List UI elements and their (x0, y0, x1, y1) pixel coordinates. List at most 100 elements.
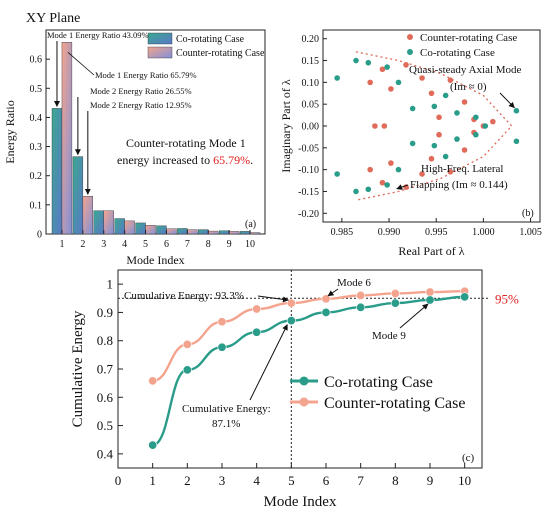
x-tick-label: 2 (80, 239, 85, 250)
bar-counter-rotating (124, 220, 135, 235)
point-counter-rotating (425, 287, 435, 297)
x-tick-label: 3 (101, 239, 106, 250)
annotation-mode1-co: Mode 1 Energy Ratio 43.09% (47, 30, 149, 40)
point-co-rotating (513, 138, 520, 145)
bar-co-rotating (218, 230, 230, 235)
threshold-label: 95% (495, 291, 519, 306)
point-co-rotating (409, 105, 416, 112)
legend-label-co: Co-rotating Case (176, 34, 245, 45)
x-tick-label: 7 (357, 473, 364, 488)
series-line-counter-rotating (152, 290, 465, 383)
point-counter-rotating (367, 79, 373, 86)
x-tick-label: 6 (323, 473, 330, 488)
point-counter-rotating (461, 147, 468, 153)
point-co-rotating (482, 123, 489, 129)
point-co-rotating (365, 186, 372, 193)
bar-counter-rotating (145, 225, 156, 235)
point-counter-rotating (379, 66, 386, 73)
y-tick-label: 0.4 (30, 113, 43, 124)
point-co-rotating (460, 292, 470, 302)
arrow-axial-mode (499, 92, 515, 109)
x-tick-label: 2 (184, 473, 191, 488)
point-counter-rotating (403, 62, 409, 68)
y-tick-label: 0.6 (30, 55, 43, 66)
annotation-flapping-2: Flapping (Im ≈ 0.144) (410, 179, 508, 191)
bar-co-rotating (51, 108, 63, 235)
x-tick-label: 1 (59, 239, 64, 250)
y-axis-label: Imaginary Part of λ (279, 79, 293, 173)
point-co-rotating (384, 182, 390, 188)
y-tick-label: -0.10 (298, 165, 319, 176)
bar-co-rotating (135, 222, 146, 235)
point-co-rotating (473, 114, 479, 121)
point-counter-rotating (447, 77, 454, 83)
legend-label-counter: Counter-rotating Case (420, 32, 517, 44)
x-tick-label: 0 (115, 473, 122, 488)
bar-counter-rotating (208, 230, 219, 235)
point-co-rotating (442, 153, 449, 160)
annotation-axial-mode-2: (Im ≈ 0) (450, 81, 487, 93)
panel-label-b: (b) (522, 208, 534, 219)
point-counter-rotating (217, 317, 227, 327)
bar-counter-rotating (228, 231, 240, 235)
y-tick-label: -0.15 (298, 187, 319, 198)
point-counter-rotating (490, 118, 496, 125)
y-tick-label: 0.7 (97, 362, 114, 377)
x-tick-label: 8 (392, 473, 399, 488)
bar-co-rotating (72, 156, 84, 235)
figure-title: XY Plane (26, 11, 80, 26)
y-tick-label: 0.05 (302, 100, 320, 111)
bar-co-rotating (239, 231, 251, 235)
panel-a-bar-chart: 0 0.1 0.2 0.3 0.4 0.5 0.6 1 2 3 4 5 6 7 8 9 10 Mode Index… (3, 29, 266, 267)
point-counter-rotating (419, 75, 425, 81)
x-tick-label: 9 (427, 473, 434, 488)
x-tick-label: 9 (227, 239, 232, 250)
y-tick-label: 0.8 (97, 333, 113, 348)
y-axis-label: Cumulative Energy (70, 310, 86, 427)
series-line-co-rotating (152, 295, 465, 447)
y-tick-label: 0.9 (97, 305, 113, 320)
point-counter-rotating (252, 304, 262, 314)
x-tick-label: 6 (164, 239, 169, 250)
point-co-rotating (182, 365, 192, 375)
point-co-rotating (431, 103, 438, 110)
annotation-mode6: Mode 6 (337, 277, 371, 289)
y-tick-label: 1 (107, 277, 114, 292)
legend-marker-counter (407, 34, 413, 40)
point-counter-rotating (148, 376, 158, 386)
annotation-cum-co-2: 87.1% (212, 418, 240, 430)
point-counter-rotating (436, 114, 442, 121)
note-prefix: energy increased to (117, 153, 213, 167)
x-tick-label: 1.005 (519, 227, 542, 238)
panel-label-a: (a) (245, 219, 256, 230)
point-co-rotating (356, 302, 366, 312)
y-tick-label: 0.00 (302, 122, 320, 133)
x-tick-label: 0.995 (425, 227, 448, 238)
x-tick-label: 0.985 (331, 227, 354, 238)
point-co-rotating (442, 92, 449, 99)
point-co-rotating (454, 136, 460, 142)
legend-marker-co (407, 49, 413, 55)
y-tick-label: -0.20 (298, 209, 319, 220)
x-tick-label: 7 (185, 239, 190, 250)
legend-marker-co (299, 376, 309, 386)
point-co-rotating (454, 110, 460, 116)
annotation-mode9: Mode 9 (372, 330, 406, 342)
point-counter-rotating (447, 169, 454, 175)
point-counter-rotating (419, 171, 425, 177)
y-tick-label: 0.5 (30, 84, 43, 95)
point-counter-rotating (182, 339, 192, 349)
y-tick-label: 0.2 (30, 171, 43, 182)
annotation-axial-mode-1: Quasi-steady Axial Mode (409, 64, 522, 76)
point-co-rotating (252, 327, 262, 337)
point-counter-rotating (388, 86, 394, 92)
annotation-mode2-co: Mode 2 Energy Ratio 26.55% (90, 86, 192, 96)
x-axis-label: Mode Index (126, 253, 184, 267)
y-tick-label: 0 (37, 230, 42, 241)
note-value: 65.79% (213, 153, 250, 167)
point-counter-rotating (321, 294, 331, 304)
point-counter-rotating (388, 160, 394, 166)
legend-label-counter: Counter-rotating Case (324, 395, 465, 412)
